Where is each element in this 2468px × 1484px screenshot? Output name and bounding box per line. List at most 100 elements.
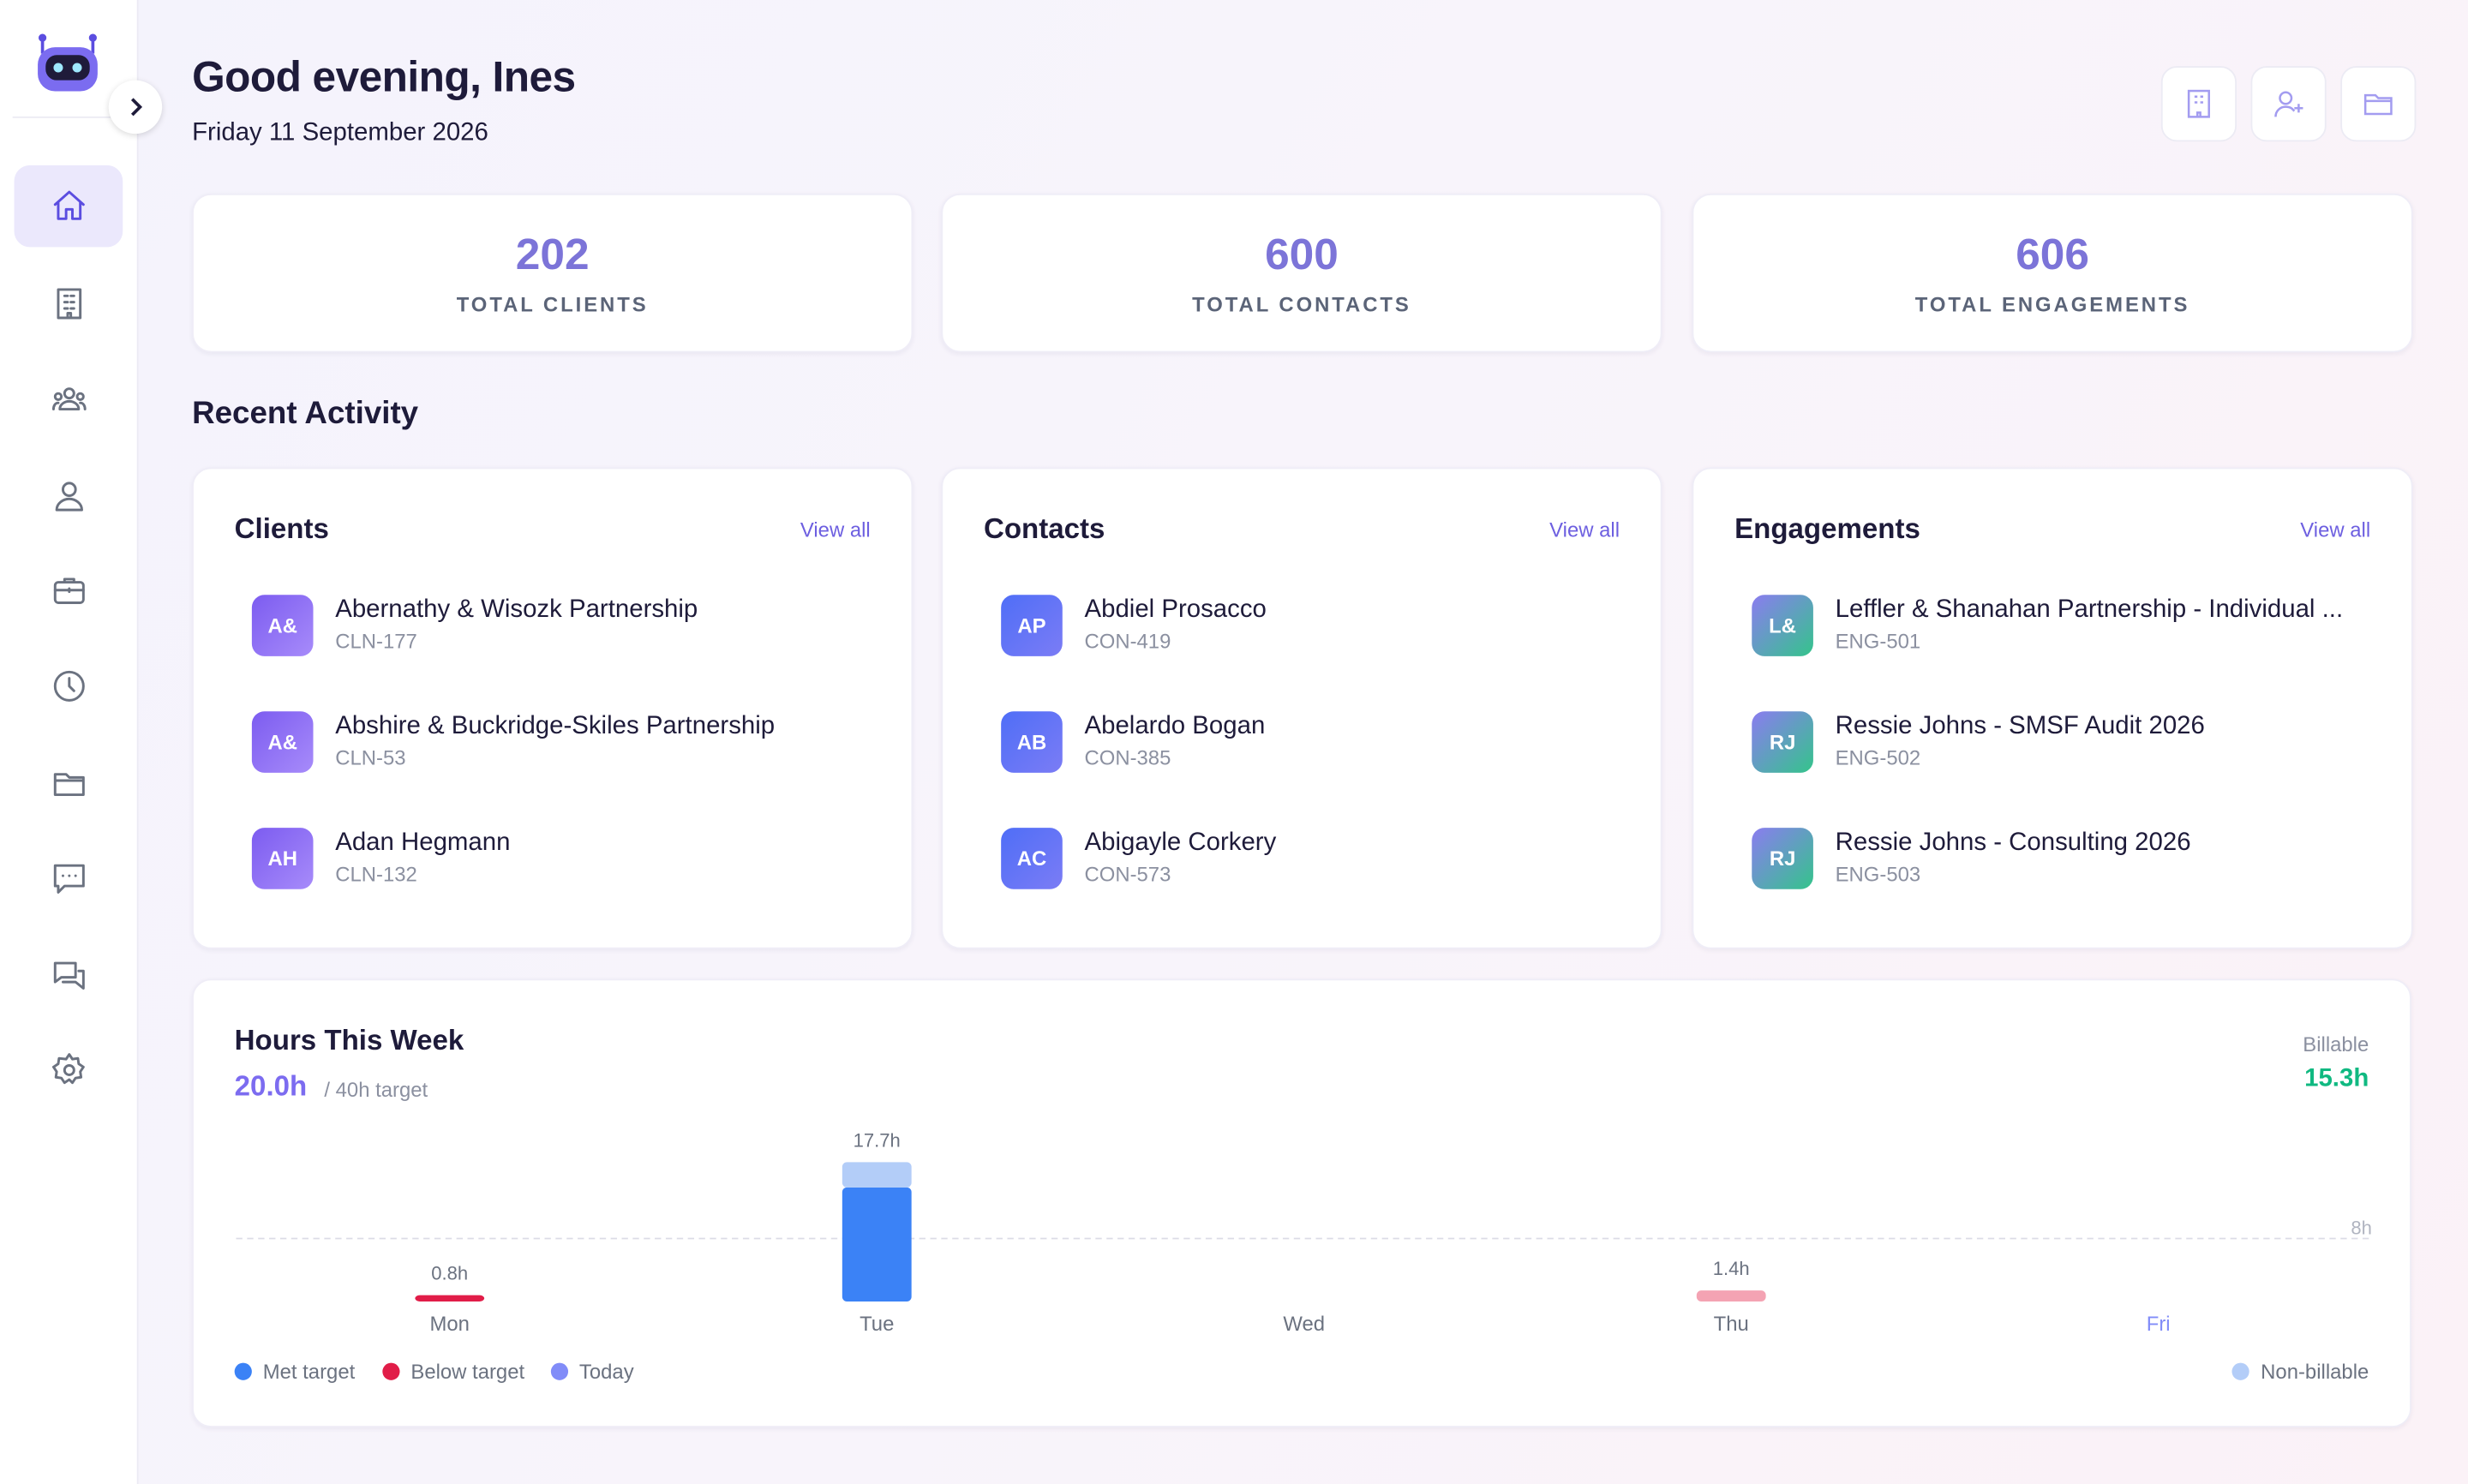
x-tick-label: Thu — [1714, 1313, 1749, 1336]
avatar: AC — [1001, 828, 1063, 889]
legend-item: Today — [550, 1359, 634, 1384]
nav-settings[interactable] — [15, 1029, 123, 1111]
legend-item: Below target — [382, 1359, 525, 1384]
activity-item[interactable]: AB Abelardo Bogan CON-385 — [1001, 711, 1629, 774]
stat-card: 202 TOTAL CLIENTS — [192, 193, 914, 353]
date: Friday 11 September 2026 — [192, 119, 488, 147]
stat-value: 606 — [2016, 230, 2090, 279]
x-tick-label: Fri — [2147, 1313, 2171, 1336]
item-name: Ressie Johns - Consulting 2026 — [1835, 829, 2191, 857]
bar-segment — [842, 1187, 912, 1301]
item-code: CON-385 — [1084, 745, 1171, 770]
nav-home[interactable] — [14, 165, 123, 248]
value-label: 0.8h — [431, 1263, 468, 1284]
stat-label: TOTAL ENGAGEMENTS — [1914, 292, 2190, 317]
stat-value: 202 — [515, 230, 590, 279]
logo — [38, 33, 98, 92]
chart-title: Hours This Week — [234, 1024, 464, 1056]
hours-chart: 8h 0.8h Mon 17.7h Tue Wed 1.4h Thu Fri — [236, 1129, 2372, 1336]
panel-title: Clients — [234, 512, 329, 545]
legend-swatch — [2232, 1362, 2250, 1380]
activity-panel: Clients View all A& Abernathy & Wisozk Part… — [192, 467, 914, 949]
add-contact-button[interactable] — [2250, 66, 2327, 142]
sidebar-toggle[interactable] — [108, 80, 163, 135]
panel-title: Engagements — [1734, 512, 1920, 545]
stat-value: 600 — [1265, 230, 1339, 279]
divider — [12, 116, 123, 118]
activity-item[interactable]: A& Abshire & Buckridge-Skiles Partnership… — [251, 711, 880, 774]
item-code: CON-573 — [1084, 862, 1171, 887]
item-code: CLN-177 — [335, 629, 417, 654]
avatar: AH — [251, 828, 314, 889]
activity-item[interactable]: AP Abdiel Prosacco CON-419 — [1001, 595, 1629, 657]
hours-card: Hours This Week 20.0h / 40h target Billa… — [192, 978, 2411, 1427]
greeting: Good evening, Ines — [192, 53, 576, 101]
legend-item: Non-billable — [2232, 1359, 2369, 1384]
billable-label: Billable — [2303, 1032, 2369, 1056]
nav-documents[interactable] — [15, 743, 123, 825]
x-tick-label: Wed — [1283, 1313, 1325, 1336]
legend-label: Today — [578, 1359, 634, 1384]
legend-label: Met target — [262, 1359, 356, 1384]
value-label: 1.4h — [1713, 1258, 1750, 1279]
item-code: ENG-503 — [1835, 862, 1921, 887]
avatar: L& — [1752, 595, 1813, 656]
avatar: AP — [1001, 595, 1063, 656]
item-code: CON-419 — [1084, 629, 1171, 654]
legend-swatch — [550, 1362, 569, 1380]
x-tick-label: Mon — [430, 1313, 470, 1336]
item-name: Abigayle Corkery — [1084, 829, 1277, 857]
avatar: RJ — [1752, 828, 1813, 889]
nav-profile[interactable] — [15, 455, 123, 537]
x-tick-label: Tue — [860, 1313, 894, 1336]
activity-item[interactable]: L& Leffler & Shanahan Partnership - Indiv… — [1752, 595, 2380, 657]
item-name: Adan Hegmann — [335, 829, 511, 857]
activity-panel: Engagements View all L& Leffler & Shanahan … — [1692, 467, 2413, 949]
legend-label: Non-billable — [2261, 1359, 2369, 1384]
add-client-button[interactable] — [2160, 66, 2237, 142]
activity-item[interactable]: RJ Ressie Johns - SMSF Audit 2026 ENG-502 — [1752, 711, 2380, 774]
view-all-link[interactable]: View all — [2300, 518, 2371, 542]
add-engagement-button[interactable] — [2340, 66, 2417, 142]
nav-clients[interactable] — [15, 263, 123, 345]
activity-item[interactable]: A& Abernathy & Wisozk Partnership CLN-177 — [251, 595, 880, 657]
item-name: Abernathy & Wisozk Partnership — [335, 596, 698, 624]
avatar: AB — [1001, 711, 1063, 773]
activity-item[interactable]: AH Adan Hegmann CLN-132 — [251, 828, 880, 890]
avatar: A& — [251, 595, 314, 656]
y-tick-label: 8h — [2351, 1217, 2372, 1238]
bar-segment — [1696, 1290, 1766, 1301]
legend-label: Below target — [410, 1359, 525, 1384]
item-name: Abelardo Bogan — [1084, 713, 1266, 740]
hours-target: / 40h target — [324, 1078, 428, 1102]
stat-label: TOTAL CLIENTS — [456, 292, 649, 317]
item-code: ENG-502 — [1835, 745, 1921, 770]
item-code: ENG-501 — [1835, 629, 1921, 654]
hours-summary: 20.0h — [234, 1069, 308, 1102]
nav-chat[interactable] — [15, 935, 123, 1017]
nav-messages[interactable] — [15, 837, 123, 919]
stat-card: 600 TOTAL CONTACTS — [941, 193, 1662, 353]
section-title: Recent Activity — [192, 396, 419, 432]
legend-item: Met target — [234, 1359, 356, 1384]
item-name: Leffler & Shanahan Partnership - Individ… — [1835, 596, 2344, 624]
legend-swatch — [234, 1362, 252, 1380]
legend-swatch — [382, 1362, 400, 1380]
nav-time[interactable] — [15, 645, 123, 727]
stat-card: 606 TOTAL ENGAGEMENTS — [1692, 193, 2413, 353]
bar-segment — [842, 1162, 912, 1188]
view-all-link[interactable]: View all — [1549, 518, 1620, 542]
billable-total: 15.3h — [2304, 1065, 2369, 1092]
activity-item[interactable]: RJ Ressie Johns - Consulting 2026 ENG-503 — [1752, 828, 2380, 890]
nav-contacts[interactable] — [15, 359, 123, 441]
nav-engagements[interactable] — [15, 549, 123, 631]
avatar: A& — [251, 711, 314, 773]
stat-label: TOTAL CONTACTS — [1192, 292, 1411, 317]
item-name: Ressie Johns - SMSF Audit 2026 — [1835, 713, 2205, 740]
activity-item[interactable]: AC Abigayle Corkery CON-573 — [1001, 828, 1629, 890]
value-label: 17.7h — [854, 1129, 901, 1151]
view-all-link[interactable]: View all — [800, 518, 871, 542]
